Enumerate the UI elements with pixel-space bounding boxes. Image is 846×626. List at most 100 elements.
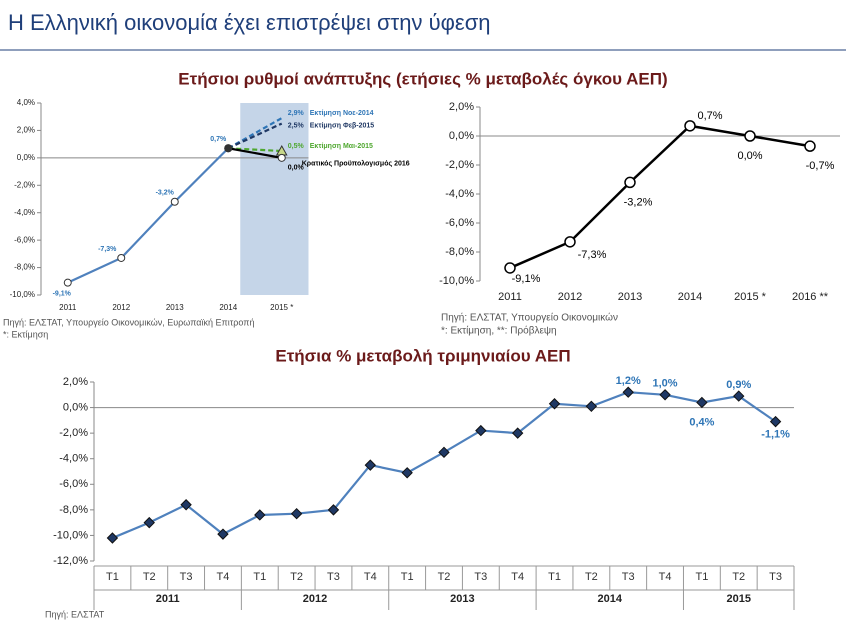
series-line xyxy=(227,122,283,150)
data-label: 0,9% xyxy=(726,379,751,391)
point xyxy=(290,507,303,520)
x-tick-label: 2014 xyxy=(219,303,237,312)
point xyxy=(217,528,229,540)
x-tick-label: 2016 ** xyxy=(792,291,829,303)
point xyxy=(504,262,516,274)
point xyxy=(224,144,233,153)
section-title: Ετήσιοι ρυθμοί ανάπτυξης (ετήσιες % μετα… xyxy=(178,69,667,88)
x-tick-label: 2015 * xyxy=(734,291,767,303)
point xyxy=(624,176,636,189)
y-tick-label: -4,0% xyxy=(14,208,35,217)
point xyxy=(769,415,782,428)
legend-entry: Κρατικός Προϋπολογισμός 2016 xyxy=(302,160,410,168)
x-tick-label: T2 xyxy=(585,571,598,583)
x-tick-label: 2014 xyxy=(678,291,702,303)
data-label: -9,1% xyxy=(53,291,72,298)
x-tick-label: T1 xyxy=(106,571,119,583)
y-tick-label: -8,0% xyxy=(59,504,88,516)
footnote: *: Εκτίμηση, **: Πρόβλεψη xyxy=(441,325,557,337)
series-line xyxy=(509,124,811,270)
data-label: 0,0% xyxy=(737,150,762,162)
point xyxy=(180,499,192,511)
slide-title: Η Ελληνική οικονομία έχει επιστρέψει στη… xyxy=(8,10,491,35)
point xyxy=(401,467,413,479)
y-tick-label: -2,0% xyxy=(59,427,88,439)
x-tick-label: 2013 xyxy=(166,303,184,312)
y-tick-label: 2,0% xyxy=(449,101,474,113)
x-tick-label: 2011 xyxy=(59,303,77,312)
x-tick-label: T3 xyxy=(327,571,340,583)
point xyxy=(170,197,179,206)
data-label: 2,5% xyxy=(288,122,305,129)
year-label: 2011 xyxy=(156,593,180,605)
data-label: 0,7% xyxy=(697,110,722,122)
point xyxy=(684,120,696,132)
year-label: 2015 xyxy=(726,593,750,605)
y-tick-label: -2,0% xyxy=(14,180,35,189)
point xyxy=(622,386,634,398)
data-label: -1,1% xyxy=(761,429,790,441)
series-line xyxy=(228,147,282,153)
chart-title: Ετήσια % μεταβολή τριμηνιαίου ΑΕΠ xyxy=(275,346,570,365)
point xyxy=(733,390,745,402)
y-tick-label: -2,0% xyxy=(445,159,474,171)
point xyxy=(364,459,377,471)
point xyxy=(327,504,340,516)
series-line xyxy=(111,391,777,540)
data-label: -7,3% xyxy=(578,249,607,261)
legend-entry: Εκτίμηση Νοε-2014 xyxy=(310,110,374,117)
x-tick-label: 2011 xyxy=(498,291,522,303)
y-tick-label: 2,0% xyxy=(63,376,88,388)
data-label: -0,7% xyxy=(806,160,835,172)
x-tick-label: T4 xyxy=(217,571,230,583)
data-label: 0,4% xyxy=(689,416,714,428)
y-tick-label: -6,0% xyxy=(59,478,88,490)
y-tick-label: 0,0% xyxy=(449,130,474,142)
x-tick-label: T1 xyxy=(253,571,266,583)
point xyxy=(277,153,286,162)
point xyxy=(564,236,576,248)
point xyxy=(106,532,119,544)
data-label: -3,2% xyxy=(156,190,175,197)
x-tick-label: T3 xyxy=(769,571,782,583)
data-label: -9,1% xyxy=(512,273,541,285)
source-note: Πηγή: ΕΛΣΤΑΤ, Υπουργείο Οικονομικών xyxy=(441,312,618,324)
data-label: 0,0% xyxy=(288,165,305,172)
data-label: 1,2% xyxy=(616,375,641,387)
x-tick-label: T4 xyxy=(511,571,524,583)
x-tick-label: T3 xyxy=(622,571,635,583)
source-note: Πηγή: ΕΛΣΤΑΤ xyxy=(45,609,105,619)
x-tick-label: 2012 xyxy=(558,291,582,303)
y-tick-label: 4,0% xyxy=(17,98,35,107)
x-tick-label: T1 xyxy=(548,571,561,583)
point xyxy=(254,509,266,521)
x-tick-label: 2013 xyxy=(618,291,642,303)
x-tick-label: T3 xyxy=(474,571,487,583)
point xyxy=(659,389,671,401)
source-note: Πηγή: ΕΛΣΤΑΤ, Υπουργείο Οικονομικών, Ευρ… xyxy=(3,317,254,327)
x-tick-label: T1 xyxy=(401,571,414,583)
year-label: 2014 xyxy=(598,593,623,605)
series-line xyxy=(67,147,230,284)
x-tick-label: T1 xyxy=(695,571,708,583)
point xyxy=(117,253,126,262)
y-tick-label: -6,0% xyxy=(14,235,35,244)
x-tick-label: T2 xyxy=(732,571,745,583)
point xyxy=(475,424,487,437)
legend-entry: Εκτίμηση Φεβ-2015 xyxy=(310,122,375,129)
y-tick-label: -4,0% xyxy=(445,188,474,200)
point xyxy=(548,398,561,410)
y-tick-label: -12,0% xyxy=(53,555,88,567)
y-tick-label: -10,0% xyxy=(10,290,35,299)
forecast-region xyxy=(240,103,309,295)
year-label: 2012 xyxy=(303,593,327,605)
y-tick-label: 0,0% xyxy=(63,401,88,413)
data-label: 1,0% xyxy=(653,378,678,390)
x-tick-label: 2012 xyxy=(112,303,130,312)
point xyxy=(585,400,598,413)
y-tick-label: -8,0% xyxy=(14,263,35,272)
y-tick-label: -4,0% xyxy=(59,453,88,465)
series-line xyxy=(228,147,282,159)
year-label: 2013 xyxy=(450,593,474,605)
